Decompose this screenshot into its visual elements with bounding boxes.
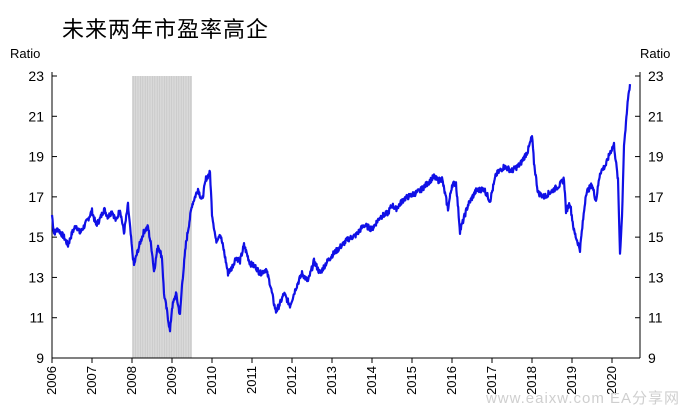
axes-layer: 9 9 11 11 13 13 15 15 17 17 19 19 21 21 23 23 2006 2007 20…	[28, 68, 663, 395]
y-tick-label-left: 9	[36, 350, 44, 366]
y-tick-label-left: 13	[28, 269, 44, 285]
y-tick-label-left: 21	[28, 108, 44, 124]
x-tick-label: 2010	[204, 366, 219, 395]
line-layer	[50, 84, 632, 333]
x-tick-label: 2007	[84, 366, 99, 395]
chart-title: 未来两年市盈率高企	[62, 18, 270, 43]
y-tick-label-right: 13	[648, 269, 664, 285]
x-tick-label: 2011	[244, 366, 259, 394]
x-tick-label: 2008	[124, 366, 139, 395]
y-tick-label-left: 11	[29, 310, 44, 326]
x-tick-label: 2019	[564, 366, 579, 395]
x-tick-label: 2017	[484, 366, 499, 395]
pe-ratio-series-line	[50, 84, 632, 333]
y-tick-label-right: 23	[648, 68, 664, 84]
y-axis-label-left: Ratio	[10, 46, 40, 61]
y-tick-label-right: 17	[648, 189, 664, 205]
y-tick-label-right: 15	[648, 229, 664, 245]
y-tick-label-left: 17	[28, 189, 44, 205]
x-tick-label: 2006	[44, 366, 59, 395]
x-tick-label: 2014	[364, 366, 379, 395]
y-tick-label-right: 11	[648, 310, 663, 326]
y-tick-label-right: 9	[648, 350, 656, 366]
x-tick-label: 2020	[604, 366, 619, 395]
y-tick-label-right: 21	[648, 108, 664, 124]
watermark: www.eaixw.com EA分享网	[485, 390, 680, 407]
x-tick-label: 2013	[324, 366, 339, 395]
y-axis-label-right: Ratio	[640, 46, 670, 61]
x-tick-label: 2018	[524, 366, 539, 395]
y-tick-label-right: 19	[648, 149, 664, 165]
x-tick-label: 2009	[164, 366, 179, 395]
y-tick-label-left: 23	[28, 68, 44, 84]
x-tick-label: 2016	[444, 366, 459, 395]
recession-shading-layer	[132, 76, 192, 358]
x-tick-label: 2015	[404, 366, 419, 395]
x-tick-label: 2012	[284, 366, 299, 395]
y-tick-label-left: 19	[28, 149, 44, 165]
y-tick-label-left: 15	[28, 229, 44, 245]
